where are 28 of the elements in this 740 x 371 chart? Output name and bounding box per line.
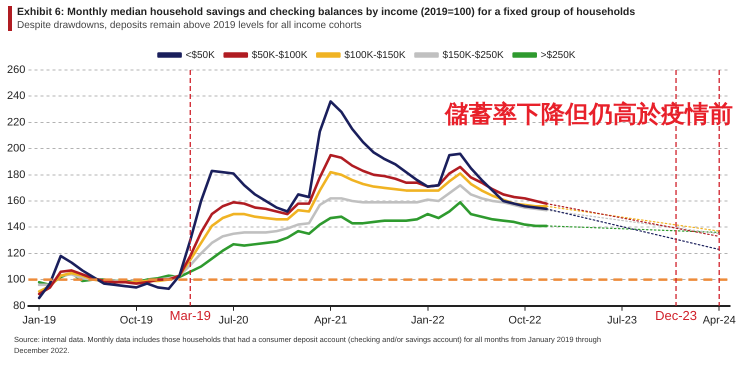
ref-line-label: Dec-23: [655, 308, 697, 323]
annotation: 儲蓄率下降但仍高於疫情前: [445, 99, 733, 130]
x-tick-label: Jan-19: [22, 314, 56, 326]
x-tick-label: Jan-22: [410, 314, 445, 326]
y-tick-label: 140: [6, 221, 26, 234]
legend-label: $50K-$100K: [252, 50, 308, 61]
chart-title: Exhibit 6: Monthly median household savings and checking balances by income (2019=100) for a fixed group of households: [17, 6, 636, 18]
y-tick-label: 260: [6, 64, 26, 76]
y-tick-label: 120: [6, 247, 26, 260]
y-tick-label: 180: [6, 168, 26, 181]
ref-line-label: Mar-19: [170, 308, 211, 323]
y-tick-label: 200: [6, 142, 26, 155]
y-tick-label: 160: [6, 195, 26, 208]
y-tick-label: 220: [6, 116, 26, 128]
legend-label: <$50K: [186, 50, 216, 61]
x-tick-label: Oct-19: [120, 314, 153, 326]
y-tick-label: 80: [13, 300, 26, 312]
legend-label: >$250K: [540, 50, 576, 61]
x-tick-label: Jul-23: [607, 314, 638, 326]
x-tick-label: Apr-21: [314, 314, 348, 326]
legend-label: $150K-$250K: [442, 50, 504, 61]
x-tick-label: Oct-22: [508, 314, 542, 326]
x-tick-label: Jul-20: [218, 314, 248, 326]
legend-label: $100K-$150K: [344, 50, 406, 61]
x-tick-label: Apr-24: [702, 314, 736, 326]
y-tick-label: 240: [6, 90, 26, 102]
chart-subtitle: Despite drawdowns, deposits remain above 2019 levels for all income cohorts: [17, 20, 363, 31]
y-tick-label: 100: [6, 274, 26, 286]
